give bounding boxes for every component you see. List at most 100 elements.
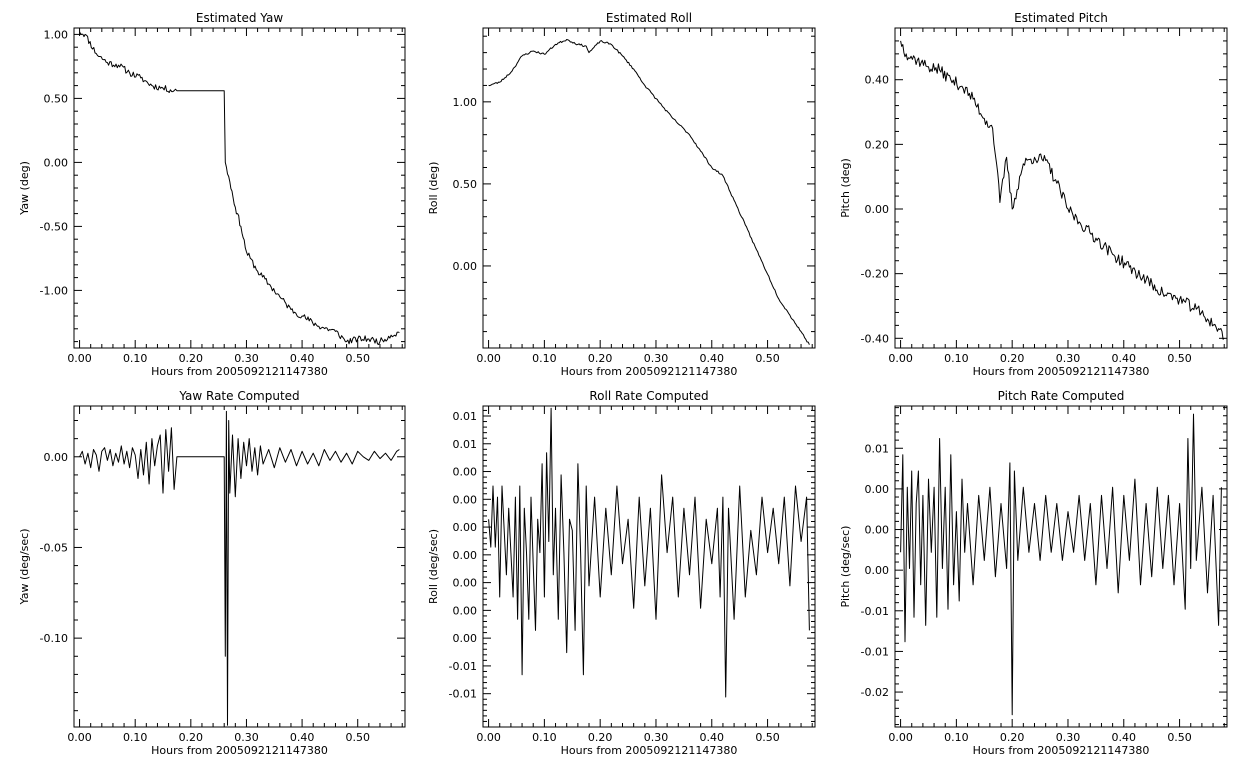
x-tick-label: 0.30 xyxy=(234,731,259,744)
x-tick-label: 0.10 xyxy=(532,352,557,365)
x-tick-label: 0.40 xyxy=(1112,352,1137,365)
y-tick-label: -0.01 xyxy=(449,660,477,673)
x-tick-label: 0.00 xyxy=(888,352,913,365)
x-tick-label: 0.40 xyxy=(700,352,725,365)
series-line xyxy=(79,31,400,345)
x-tick-label: 0.50 xyxy=(755,731,780,744)
series-line xyxy=(900,413,1222,716)
y-tick-label: 0.00 xyxy=(44,156,69,169)
y-axis-label: Roll (deg) xyxy=(427,162,440,215)
y-tick-label: -0.50 xyxy=(40,220,68,233)
y-tick-label: -0.01 xyxy=(861,605,889,618)
y-tick-label: 0.00 xyxy=(453,521,478,534)
plot-frame xyxy=(482,27,816,349)
chart-title: Estimated Yaw xyxy=(196,11,283,25)
x-tick-label: 0.50 xyxy=(755,352,780,365)
y-axis-label: Yaw (deg) xyxy=(18,161,31,216)
x-tick-label: 0.20 xyxy=(588,731,613,744)
x-tick-label: 0.50 xyxy=(1167,731,1192,744)
x-axis-label: Hours from 2005092121147380 xyxy=(151,744,328,757)
chart-title: Estimated Pitch xyxy=(1014,11,1108,25)
x-axis-label: Hours from 2005092121147380 xyxy=(973,744,1150,757)
x-tick-label: 0.00 xyxy=(476,731,501,744)
y-tick-label: 1.00 xyxy=(453,96,478,109)
y-tick-label: -0.20 xyxy=(861,268,889,281)
x-tick-label: 0.00 xyxy=(67,352,92,365)
y-tick-label: 0.01 xyxy=(865,442,890,455)
y-tick-label: 0.50 xyxy=(44,92,69,105)
x-tick-label: 0.40 xyxy=(290,731,315,744)
x-tick-label: 0.00 xyxy=(67,731,92,744)
x-tick-label: 0.30 xyxy=(644,731,669,744)
y-tick-label: -0.40 xyxy=(861,332,889,345)
plot-frame xyxy=(894,27,1228,349)
chart-panel-5: 0.00 0.10 0.20 0.30 0.40 0.50 0.01 0.01 0.00 0.00… xyxy=(427,389,816,757)
y-tick-label: 0.00 xyxy=(453,632,478,645)
y-tick-label: 0.00 xyxy=(453,493,478,506)
y-axis-label: Yaw (deg/sec) xyxy=(18,528,31,605)
x-tick-label: 0.40 xyxy=(290,352,315,365)
y-tick-label: 0.00 xyxy=(453,466,478,479)
x-tick-label: 0.50 xyxy=(1167,352,1192,365)
y-tick-label: -0.05 xyxy=(40,541,68,554)
y-tick-label: 0.00 xyxy=(865,564,890,577)
y-tick-label: 0.00 xyxy=(453,604,478,617)
x-tick-label: 0.00 xyxy=(888,731,913,744)
series-line xyxy=(488,39,810,345)
y-tick-label: 1.00 xyxy=(44,28,69,41)
y-tick-label: 0.00 xyxy=(453,577,478,590)
x-tick-label: 0.10 xyxy=(944,731,969,744)
chart-title: Pitch Rate Computed xyxy=(998,389,1125,403)
x-tick-label: 0.00 xyxy=(476,352,501,365)
x-tick-label: 0.10 xyxy=(532,731,557,744)
x-tick-label: 0.10 xyxy=(944,352,969,365)
chart-title: Yaw Rate Computed xyxy=(178,389,299,403)
y-axis-label: Roll (deg/sec) xyxy=(427,529,440,604)
y-tick-label: -0.01 xyxy=(449,688,477,701)
x-axis-label: Hours from 2005092121147380 xyxy=(561,744,738,757)
y-tick-label: 0.00 xyxy=(865,524,890,537)
plot-frame xyxy=(482,405,816,728)
x-tick-label: 0.20 xyxy=(179,352,204,365)
chart-panel-3: 0.00 0.10 0.20 0.30 0.40 0.50 0.40 0.20 0.00 -0.2… xyxy=(839,11,1228,378)
y-tick-label: 0.20 xyxy=(865,138,890,151)
y-axis-label: Pitch (deg/sec) xyxy=(839,526,852,608)
x-tick-label: 0.20 xyxy=(1000,352,1025,365)
x-tick-label: 0.50 xyxy=(345,731,370,744)
series-line xyxy=(488,407,810,698)
x-tick-label: 0.10 xyxy=(123,731,148,744)
y-tick-label: 0.00 xyxy=(865,483,890,496)
x-tick-label: 0.30 xyxy=(1056,731,1081,744)
y-tick-label: 0.00 xyxy=(44,451,69,464)
series-line xyxy=(900,40,1225,340)
y-tick-label: -1.00 xyxy=(40,284,68,297)
y-tick-label: 0.00 xyxy=(453,549,478,562)
y-tick-label: 0.40 xyxy=(865,74,890,87)
series-line xyxy=(79,410,400,726)
y-tick-label: -0.01 xyxy=(861,645,889,658)
x-axis-label: Hours from 2005092121147380 xyxy=(973,365,1150,378)
x-tick-label: 0.20 xyxy=(588,352,613,365)
plot-frame xyxy=(73,405,406,728)
y-tick-label: 0.00 xyxy=(453,260,478,273)
chart-title: Roll Rate Computed xyxy=(589,389,708,403)
x-tick-label: 0.50 xyxy=(345,352,370,365)
x-tick-label: 0.20 xyxy=(1000,731,1025,744)
x-tick-label: 0.30 xyxy=(1056,352,1081,365)
y-tick-label: 0.00 xyxy=(865,203,890,216)
chart-panel-2: 0.00 0.10 0.20 0.30 0.40 0.50 1.00 0.50 0.00 Esti… xyxy=(427,11,816,378)
y-tick-label: -0.02 xyxy=(861,686,889,699)
x-tick-label: 0.30 xyxy=(644,352,669,365)
plot-frame xyxy=(73,27,406,349)
plot-frame xyxy=(894,405,1228,728)
x-tick-label: 0.20 xyxy=(179,731,204,744)
chart-panel-1: 0.00 0.10 0.20 0.30 0.40 0.50 1.00 0.50 0.00 -0.5… xyxy=(18,11,406,378)
x-tick-label: 0.40 xyxy=(700,731,725,744)
x-axis-label: Hours from 2005092121147380 xyxy=(561,365,738,378)
y-tick-label: -0.10 xyxy=(40,632,68,645)
x-axis-label: Hours from 2005092121147380 xyxy=(151,365,328,378)
chart-panel-6: 0.00 0.10 0.20 0.30 0.40 0.50 0.01 0.00 0.00 0.00… xyxy=(839,389,1228,757)
x-tick-label: 0.40 xyxy=(1112,731,1137,744)
y-tick-label: 0.01 xyxy=(453,438,478,451)
